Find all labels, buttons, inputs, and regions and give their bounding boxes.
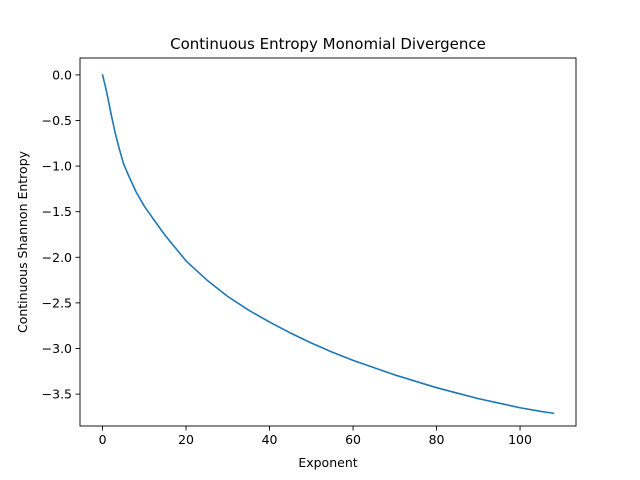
x-tick-label: 0 <box>99 432 107 447</box>
y-tick-label: −2.0 <box>42 250 72 265</box>
x-tick-label: 40 <box>262 432 278 447</box>
y-axis: 0.0 −0.5 −1.0 −1.5 −2.0 −2.5 −3.0 −3.5 <box>42 67 80 402</box>
y-tick-label: 0.0 <box>52 67 72 82</box>
x-tick-label: 20 <box>178 432 194 447</box>
y-tick-label: −3.0 <box>42 341 72 356</box>
x-axis: 0 20 40 60 80 100 <box>99 426 532 447</box>
x-tick-label: 80 <box>429 432 445 447</box>
x-axis-title: Exponent <box>298 455 357 470</box>
plot-area <box>101 74 555 415</box>
plot-frame <box>79 57 577 427</box>
y-tick-label: −0.5 <box>42 113 72 128</box>
y-tick-label: −3.5 <box>42 387 72 402</box>
chart-title: Continuous Entropy Monomial Divergence <box>170 35 486 53</box>
y-tick-label: −2.5 <box>42 295 72 310</box>
series-line-0 <box>101 74 555 415</box>
x-tick-label: 60 <box>345 432 361 447</box>
y-tick-label: −1.5 <box>42 204 72 219</box>
y-axis-title: Continuous Shannon Entropy <box>15 150 30 333</box>
y-tick-label: −1.0 <box>42 159 72 174</box>
x-tick-label: 100 <box>508 432 532 447</box>
